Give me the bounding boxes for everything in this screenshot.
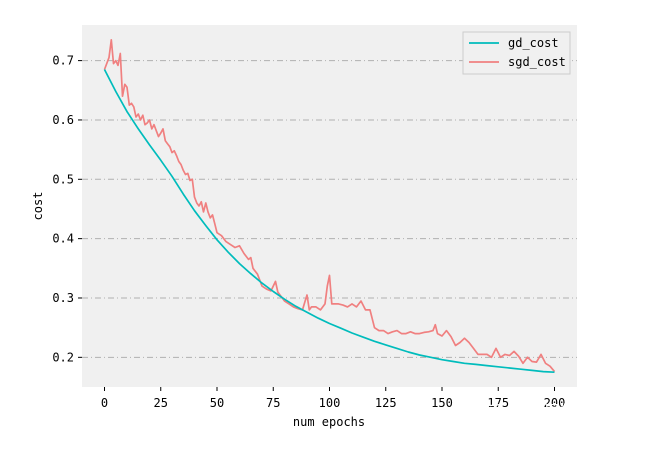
x-tick-label: 50 (210, 396, 224, 410)
y-tick-label: 0.3 (52, 291, 74, 305)
legend-label: gd_cost (508, 36, 559, 50)
y-tick-label: 0.7 (52, 54, 74, 68)
legend-box (462, 31, 571, 75)
x-tick-label: 100 (319, 396, 341, 410)
series-line-gd-cost (103, 69, 555, 374)
y-grid-lines (82, 60, 577, 358)
y-tick-label: 0.4 (52, 232, 74, 246)
y-tick-label: 0.6 (52, 113, 74, 127)
x-tick-label: 200 (544, 396, 566, 410)
x-tick-label: 175 (487, 396, 509, 410)
series-line-sgd-cost (103, 38, 556, 373)
plot-background (82, 25, 577, 387)
y-axis-label: cost (31, 192, 45, 221)
x-tick-label: 25 (154, 396, 168, 410)
watermark: 知乎 @我是韩小琦 (470, 403, 611, 423)
legend: gd_cost sgd_cost (462, 31, 571, 75)
x-tick-label: 150 (431, 396, 453, 410)
x-axis-label: num epochs (293, 415, 365, 429)
legend-label: sgd_cost (508, 55, 566, 69)
x-tick-label: 75 (266, 396, 280, 410)
data-series (103, 38, 556, 374)
y-tick-label: 0.2 (52, 350, 74, 364)
x-axis-ticks: 0 25 50 75 100 125 150 175 200 (101, 387, 565, 410)
y-axis-ticks: 0.2 0.3 0.4 0.5 0.6 0.7 (52, 54, 82, 364)
x-tick-label: 0 (101, 396, 108, 410)
y-tick-label: 0.5 (52, 172, 74, 186)
x-tick-label: 125 (375, 396, 397, 410)
